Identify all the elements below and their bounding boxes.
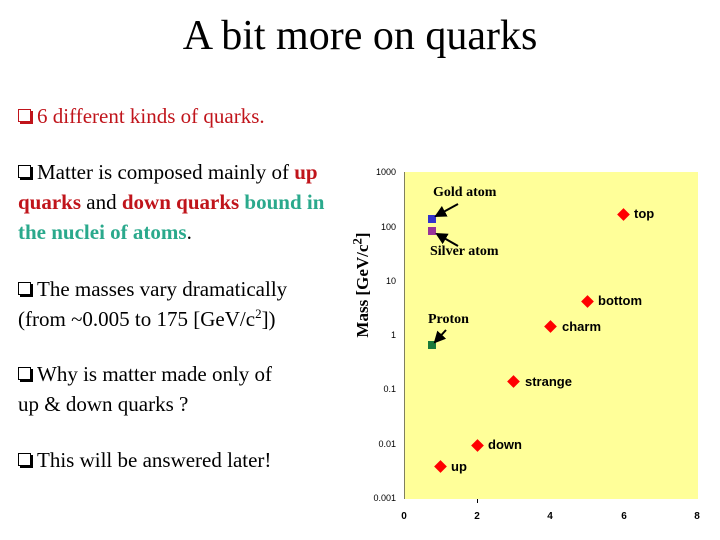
y-tick: 1000 bbox=[375, 167, 396, 177]
checkbox-bullet-icon bbox=[18, 282, 31, 295]
x-tick: 6 bbox=[621, 511, 627, 522]
y-tick: 10 bbox=[385, 276, 396, 286]
annotation-proton: Proton bbox=[428, 312, 469, 327]
point-label-bottom: bottom bbox=[598, 293, 643, 308]
data-point-silver-atom bbox=[428, 227, 436, 235]
checkbox-bullet-icon bbox=[18, 367, 31, 380]
checkbox-bullet-icon bbox=[18, 165, 31, 178]
point-label-down: down bbox=[488, 437, 522, 452]
checkbox-bullet-icon bbox=[18, 453, 31, 466]
point-label-strange: strange bbox=[525, 374, 572, 389]
bullet-masses: The masses vary dramatically (from ~0.005… bbox=[18, 277, 288, 331]
x-tick: 0 bbox=[401, 511, 407, 522]
plot-area bbox=[404, 172, 698, 499]
data-point-proton bbox=[428, 341, 436, 349]
point-label-top: top bbox=[634, 206, 655, 221]
y-tick: 100 bbox=[380, 222, 396, 232]
y-tick: 0.001 bbox=[373, 493, 396, 503]
bullet-why: Why is matter made only of up & down quar… bbox=[18, 362, 273, 416]
bullet-kinds: 6 different kinds of quarks. bbox=[18, 101, 265, 131]
y-tick: 0.01 bbox=[378, 439, 396, 449]
x-tick: 4 bbox=[547, 511, 553, 522]
annotation-gold-atom: Gold atom bbox=[433, 185, 497, 200]
bullet-matter: Matter is composed mainly of up quarks a… bbox=[18, 160, 325, 244]
data-point-gold-atom bbox=[428, 215, 436, 223]
x-tick-mark bbox=[477, 499, 478, 503]
x-tick: 8 bbox=[694, 511, 700, 522]
point-label-charm: charm bbox=[562, 319, 602, 334]
y-tick: 0.1 bbox=[383, 384, 396, 394]
checkbox-bullet-icon bbox=[18, 109, 31, 122]
y-tick: 1 bbox=[390, 330, 396, 340]
point-label-up: up bbox=[451, 459, 467, 474]
slide-title: A bit more on quarks bbox=[182, 13, 538, 59]
x-tick: 2 bbox=[474, 511, 480, 522]
annotation-silver-atom: Silver atom bbox=[430, 244, 499, 259]
bullet-answered: This will be answered later! bbox=[18, 445, 358, 475]
